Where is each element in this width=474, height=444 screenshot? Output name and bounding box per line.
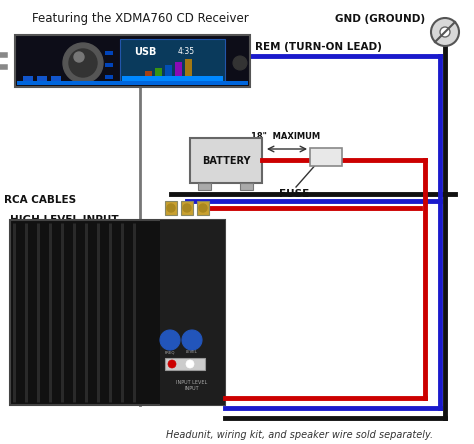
Bar <box>37 76 47 81</box>
Bar <box>105 63 113 67</box>
Text: USB: USB <box>134 47 156 57</box>
Bar <box>310 148 342 166</box>
Text: FUSE: FUSE <box>279 189 309 199</box>
Bar <box>165 201 177 215</box>
Text: HIGH LEVEL INPUT
(SPEAKER WIRE): HIGH LEVEL INPUT (SPEAKER WIRE) <box>10 215 118 237</box>
Bar <box>15 35 250 87</box>
Circle shape <box>69 49 97 77</box>
Bar <box>175 62 182 79</box>
Circle shape <box>183 204 191 212</box>
Text: GND (GROUND): GND (GROUND) <box>335 14 425 24</box>
Bar <box>165 65 172 79</box>
Circle shape <box>160 330 180 350</box>
Circle shape <box>186 360 194 368</box>
Circle shape <box>233 56 247 70</box>
Bar <box>23 76 33 81</box>
Circle shape <box>63 43 103 83</box>
Bar <box>122 76 223 81</box>
Text: FREQ: FREQ <box>165 350 175 354</box>
Circle shape <box>199 204 207 212</box>
Text: RCA CABLES: RCA CABLES <box>4 195 76 205</box>
Bar <box>17 81 248 85</box>
Circle shape <box>74 52 84 62</box>
Text: INPUT LEVEL
INPUT: INPUT LEVEL INPUT <box>176 380 208 391</box>
Bar <box>10 220 225 405</box>
Text: REM (TURN-ON LEAD): REM (TURN-ON LEAD) <box>255 42 382 52</box>
Text: LEVEL: LEVEL <box>186 350 198 354</box>
FancyBboxPatch shape <box>190 138 262 183</box>
Bar <box>181 201 193 215</box>
Bar <box>198 183 211 190</box>
Bar <box>160 220 225 405</box>
Text: 4:35: 4:35 <box>178 47 195 56</box>
Bar <box>155 68 162 79</box>
Bar <box>185 59 192 79</box>
Text: Headunit, wiring kit, and speaker wire sold separately.: Headunit, wiring kit, and speaker wire s… <box>166 430 434 440</box>
Bar <box>197 201 209 215</box>
Circle shape <box>182 330 202 350</box>
Bar <box>240 183 253 190</box>
Circle shape <box>168 360 176 368</box>
Bar <box>105 75 113 79</box>
Circle shape <box>167 204 175 212</box>
Circle shape <box>440 27 450 37</box>
Text: BATTERY: BATTERY <box>202 156 250 166</box>
Circle shape <box>431 18 459 46</box>
Bar <box>120 39 225 83</box>
Bar <box>51 76 61 81</box>
Bar <box>165 358 205 370</box>
Text: Featuring the XDMA760 CD Receiver: Featuring the XDMA760 CD Receiver <box>32 12 248 25</box>
Text: 18"  MAXIMUM: 18" MAXIMUM <box>251 132 320 141</box>
Bar <box>145 71 152 79</box>
Bar <box>105 51 113 55</box>
